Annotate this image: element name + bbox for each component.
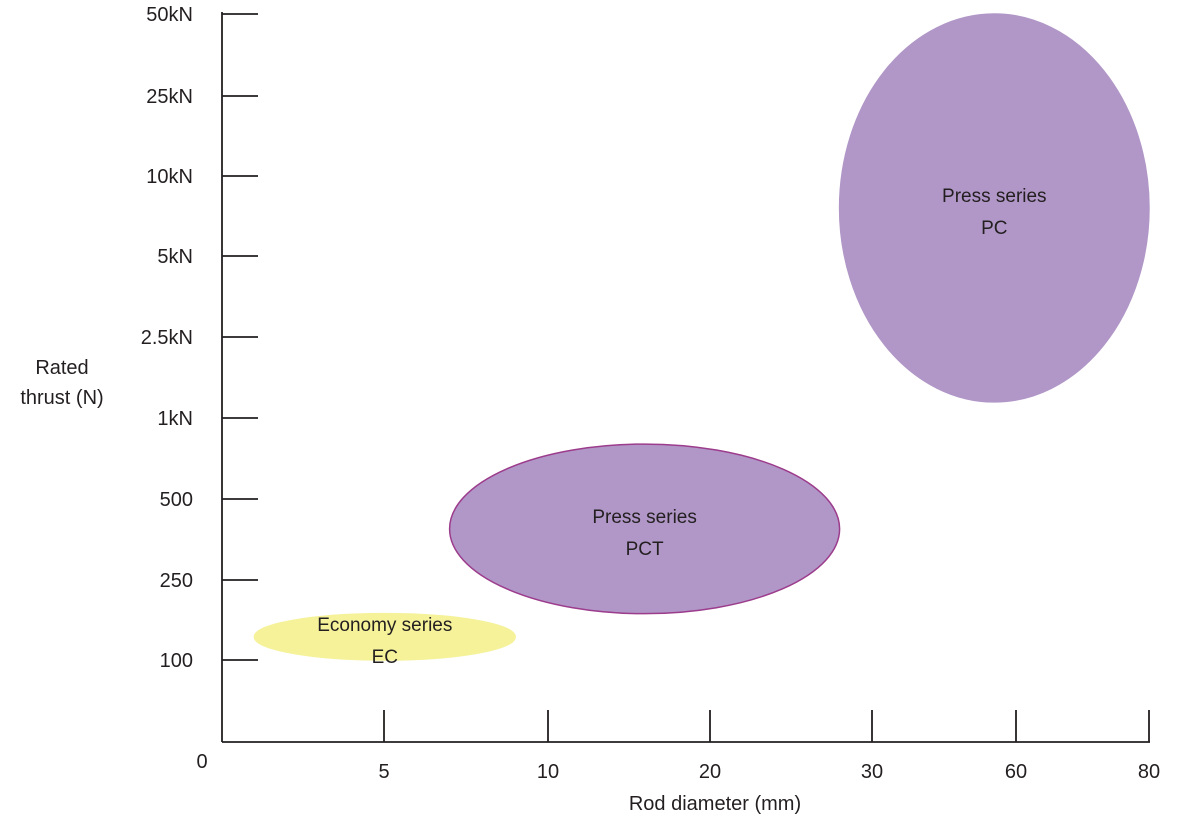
y-tick-label: 1kN	[157, 408, 193, 430]
region-label-pc-line-1: Press series	[942, 186, 1047, 207]
y-tick-label: 10kN	[146, 166, 193, 188]
y-axis-title-line-1: Rated	[35, 357, 88, 379]
region-label-pc-line-2: PC	[981, 218, 1007, 239]
x-tick-label: 60	[1005, 761, 1027, 783]
region-label-pct-line-2: PCT	[626, 539, 664, 560]
regions-layer: Economy series EC Press series PCT Press ser…	[253, 13, 1150, 668]
region-pc	[838, 13, 1150, 403]
y-tick-label: 25kN	[146, 86, 193, 108]
ticks-layer: 100 250 500 1kN 2.5kN 5kN 10kN 25kN 50kN 5 10 20 30 6…	[141, 4, 1160, 783]
region-label-pct-line-1: Press series	[592, 507, 697, 528]
y-tick-label: 250	[160, 570, 193, 592]
region-label-ec-line-1: Economy series	[317, 615, 452, 636]
x-origin-tick-label: 0	[196, 751, 207, 773]
y-tick-label: 500	[160, 489, 193, 511]
region-ec	[253, 612, 516, 661]
y-tick-label: 5kN	[157, 246, 193, 268]
y-tick-label: 100	[160, 650, 193, 672]
x-tick-label: 10	[537, 761, 559, 783]
region-label-ec-line-2: EC	[372, 647, 398, 668]
y-axis-title-line-2: thrust (N)	[20, 387, 103, 409]
axes-layer	[221, 12, 1150, 743]
y-tick-label: 2.5kN	[141, 327, 193, 349]
y-tick-label: 50kN	[146, 4, 193, 26]
x-axis-title: Rod diameter (mm)	[629, 793, 801, 815]
x-tick-label: 80	[1138, 761, 1160, 783]
labels-layer: 0 Rod diameter (mm) Rated thrust (N)	[20, 357, 801, 815]
x-tick-label: 30	[861, 761, 883, 783]
region-pct	[448, 443, 841, 615]
x-tick-label: 5	[378, 761, 389, 783]
x-tick-label: 20	[699, 761, 721, 783]
